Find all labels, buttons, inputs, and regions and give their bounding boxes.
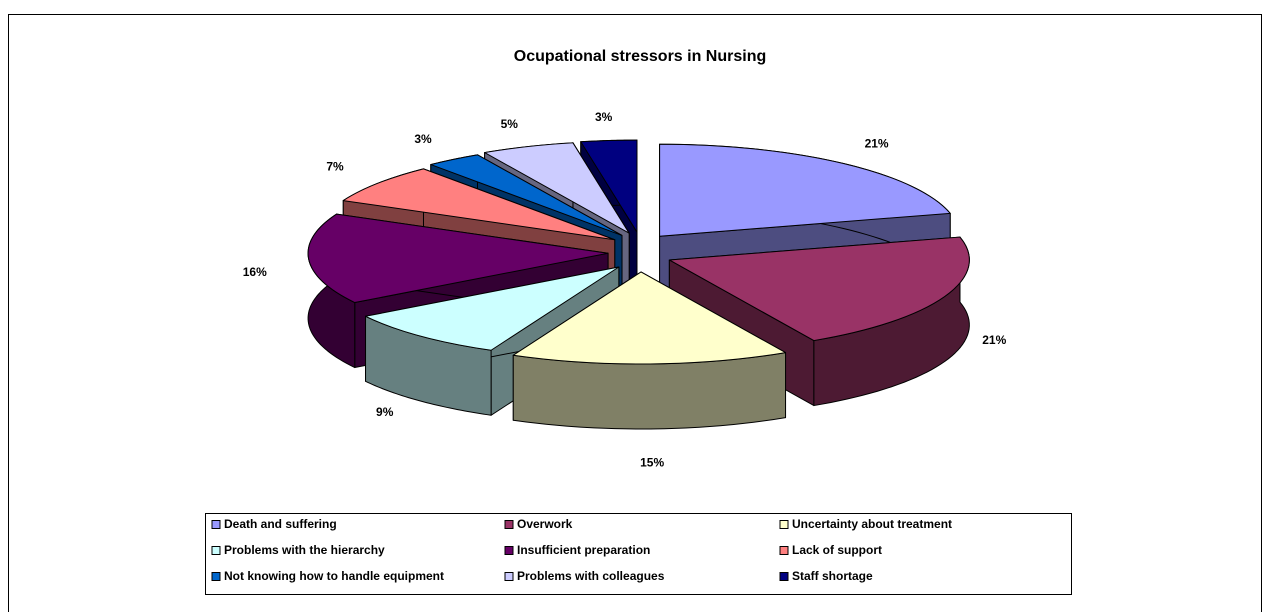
- legend-box: [205, 513, 1072, 595]
- slice-top: [668, 236, 970, 342]
- data-label: 15%: [640, 456, 664, 470]
- slice-top: [512, 271, 787, 365]
- legend-swatch: [504, 546, 514, 555]
- data-label: 3%: [595, 110, 613, 124]
- slice-top: [307, 213, 609, 304]
- data-label: 16%: [243, 265, 267, 279]
- legend-label: Problems with colleagues: [517, 569, 665, 583]
- data-label: 3%: [414, 132, 432, 146]
- legend-label: Insufficient preparation: [517, 543, 650, 557]
- legend-swatch: [779, 546, 789, 555]
- legend-swatch: [779, 520, 789, 529]
- legend-swatch: [211, 572, 221, 581]
- data-label: 21%: [865, 137, 889, 151]
- data-label: 7%: [326, 159, 344, 173]
- slice-top: [342, 168, 616, 241]
- pie-slice: [365, 266, 620, 416]
- data-label: 9%: [376, 405, 394, 419]
- slice-top: [484, 142, 630, 234]
- data-label: 5%: [501, 117, 519, 131]
- legend-label: Uncertainty about treatment: [792, 517, 952, 531]
- legend-swatch: [211, 520, 221, 529]
- legend-swatch: [504, 572, 514, 581]
- legend-label: Problems with the hierarchy: [224, 543, 385, 557]
- chart-title: Ocupational stressors in Nursing: [514, 48, 767, 65]
- legend-label: Death and suffering: [224, 517, 337, 531]
- legend-label: Overwork: [517, 517, 573, 531]
- slice-top: [659, 143, 951, 237]
- legend-swatch: [504, 520, 514, 529]
- slice-top: [365, 266, 620, 351]
- slice-top: [430, 154, 623, 236]
- legend-label: Not knowing how to handle equipment: [224, 569, 444, 583]
- legend-label: Staff shortage: [792, 569, 873, 583]
- legend-swatch: [779, 572, 789, 581]
- pie-slice: [512, 271, 787, 430]
- legend-label: Lack of support: [792, 543, 882, 557]
- data-label: 21%: [982, 333, 1006, 347]
- legend-swatch: [211, 546, 221, 555]
- slice-top: [580, 139, 638, 233]
